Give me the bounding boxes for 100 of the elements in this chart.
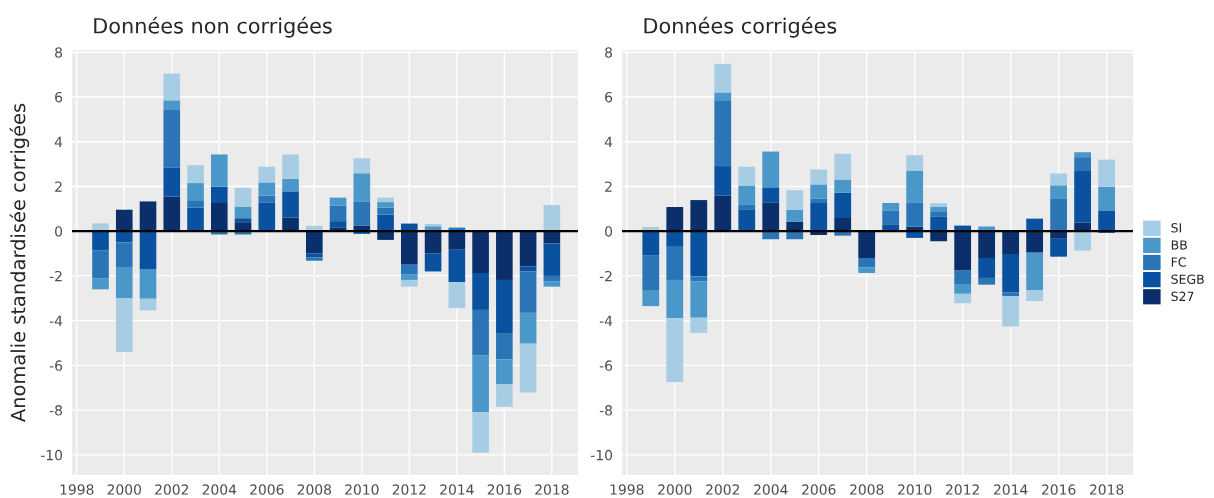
bar bbox=[139, 298, 157, 311]
bar bbox=[666, 207, 684, 232]
bar bbox=[210, 186, 228, 203]
bar bbox=[738, 166, 756, 186]
bar bbox=[496, 333, 513, 360]
x-tick-label: 2006 bbox=[250, 484, 284, 495]
x-tick-label: 2018 bbox=[1089, 484, 1124, 495]
bar bbox=[258, 182, 276, 196]
y-axis-title: Anomalie standardisée corrigées bbox=[9, 103, 30, 422]
bar bbox=[543, 243, 561, 276]
bar bbox=[92, 250, 109, 279]
x-tick-label: 2000 bbox=[658, 484, 692, 495]
y-tick-label: 2 bbox=[55, 181, 62, 192]
bar bbox=[810, 198, 828, 203]
y-tick-label: -10 bbox=[40, 449, 63, 461]
x-tick-label: 2016 bbox=[1041, 484, 1076, 495]
bar bbox=[306, 231, 323, 254]
y-tick-label: -8 bbox=[49, 405, 63, 416]
bar bbox=[234, 218, 252, 223]
bar bbox=[210, 203, 228, 232]
bar bbox=[377, 214, 394, 232]
x-tick-label: 2012 bbox=[392, 484, 426, 495]
bar bbox=[1074, 152, 1092, 158]
bar bbox=[858, 258, 876, 268]
bar bbox=[234, 187, 252, 208]
y-tick-label: 6 bbox=[55, 91, 63, 103]
bar bbox=[690, 200, 708, 232]
bar bbox=[519, 312, 537, 344]
bar bbox=[1050, 198, 1068, 232]
bar bbox=[187, 200, 204, 208]
bar bbox=[1026, 252, 1044, 291]
bar bbox=[496, 359, 513, 385]
legend-label: SI bbox=[1171, 223, 1181, 233]
bar bbox=[978, 277, 996, 285]
bar bbox=[834, 192, 852, 218]
bar bbox=[1074, 157, 1092, 172]
x-tick-label: 2006 bbox=[802, 484, 836, 495]
y-tick-label: 4 bbox=[54, 136, 63, 147]
y-tick-label: 0 bbox=[605, 226, 613, 237]
bar bbox=[139, 231, 157, 270]
bar bbox=[329, 205, 347, 222]
x-tick-label: 2002 bbox=[706, 484, 740, 495]
bar bbox=[690, 231, 708, 277]
bar bbox=[858, 267, 876, 274]
bar bbox=[762, 151, 780, 188]
bar bbox=[1002, 254, 1020, 293]
bar bbox=[954, 293, 972, 304]
bar bbox=[496, 231, 513, 280]
bar bbox=[353, 201, 371, 226]
x-tick-label: 2016 bbox=[487, 484, 522, 495]
bar bbox=[954, 283, 972, 294]
y-tick-label: -4 bbox=[49, 315, 63, 326]
bar bbox=[496, 384, 513, 407]
bar bbox=[1050, 185, 1068, 199]
bar bbox=[187, 207, 204, 232]
bar bbox=[1026, 231, 1044, 253]
bar bbox=[906, 202, 924, 227]
y-tick-label: -6 bbox=[49, 360, 63, 371]
bar bbox=[786, 190, 804, 210]
bar bbox=[714, 63, 732, 93]
bar bbox=[92, 231, 109, 251]
bar bbox=[810, 203, 828, 232]
legend-label: SEGB bbox=[1171, 274, 1204, 284]
x-tick-label: 2014 bbox=[440, 484, 474, 495]
bar bbox=[930, 231, 948, 242]
bar bbox=[282, 154, 299, 179]
bar bbox=[519, 231, 537, 267]
bar bbox=[882, 203, 900, 211]
bar bbox=[762, 202, 780, 232]
bar bbox=[834, 217, 852, 232]
bar bbox=[1098, 159, 1116, 187]
bar bbox=[187, 165, 204, 184]
bar bbox=[353, 173, 371, 202]
x-tick-label: 2010 bbox=[898, 484, 932, 495]
bar bbox=[519, 271, 537, 313]
x-tick-label: 2018 bbox=[535, 484, 569, 495]
bar bbox=[543, 205, 561, 232]
bar bbox=[282, 191, 299, 218]
bar bbox=[163, 100, 181, 110]
bar bbox=[424, 231, 442, 254]
bar bbox=[258, 166, 276, 183]
bar bbox=[377, 202, 394, 208]
bar bbox=[1098, 210, 1116, 232]
chart-title: Données non corrigées bbox=[94, 16, 332, 38]
y-tick-label: -2 bbox=[49, 270, 62, 282]
bar bbox=[377, 197, 394, 203]
bar bbox=[930, 216, 948, 232]
bar bbox=[906, 170, 924, 203]
bar bbox=[978, 231, 996, 259]
bar bbox=[401, 264, 418, 275]
bar bbox=[810, 169, 828, 185]
bar bbox=[472, 273, 489, 310]
bar bbox=[448, 249, 466, 283]
bar bbox=[424, 253, 442, 272]
x-tick-label: 1998 bbox=[60, 484, 94, 495]
bar bbox=[258, 195, 276, 203]
bar bbox=[1074, 231, 1092, 251]
x-tick-label: 2004 bbox=[754, 484, 788, 495]
bar bbox=[115, 209, 133, 232]
bar bbox=[666, 231, 684, 247]
